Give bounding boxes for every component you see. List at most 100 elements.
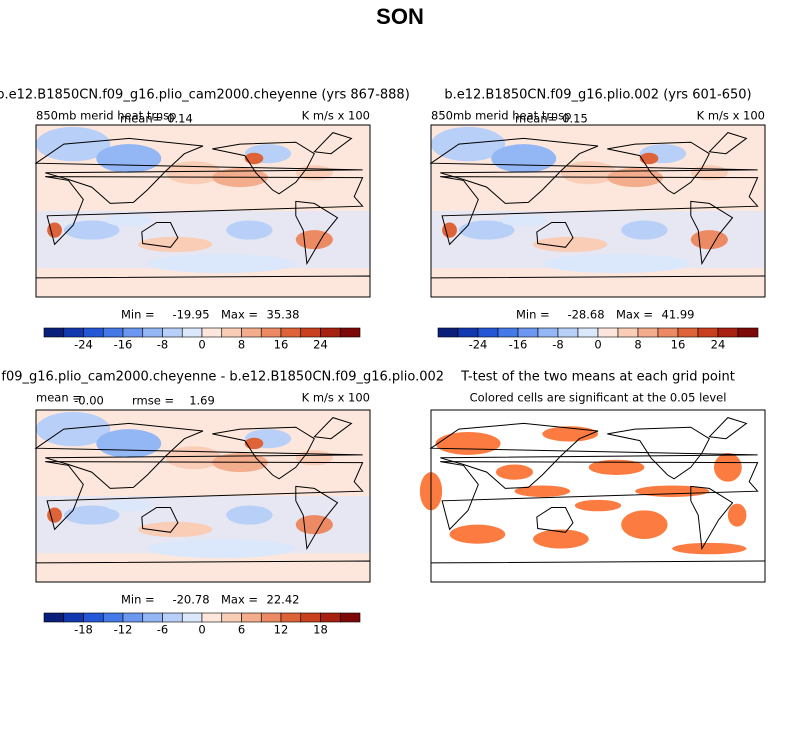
coastline bbox=[45, 461, 364, 531]
colorbar-tick-label: 8 bbox=[238, 338, 245, 352]
max-label: Max = bbox=[221, 593, 258, 607]
max-value: 22.42 bbox=[267, 593, 300, 607]
colorbar-tick-label: 0 bbox=[198, 338, 205, 352]
colorbar-tick-label: 12 bbox=[274, 623, 289, 637]
map-blob bbox=[690, 230, 728, 250]
coastline bbox=[607, 141, 710, 195]
colorbar-box bbox=[142, 612, 163, 623]
colorbar-box bbox=[43, 327, 65, 338]
colorbar-box bbox=[477, 327, 499, 338]
units: K m/s x 100 bbox=[302, 109, 370, 123]
min-label: Min = bbox=[516, 308, 550, 322]
map-blob bbox=[533, 236, 608, 253]
coastline bbox=[34, 137, 363, 204]
colorbar-box bbox=[83, 612, 104, 623]
significant-area bbox=[435, 431, 501, 455]
panel-left-text: mean = bbox=[36, 391, 82, 405]
colorbar-box bbox=[537, 327, 559, 338]
colorbar-box bbox=[102, 612, 124, 623]
colorbar-box bbox=[221, 612, 242, 623]
map-frame bbox=[35, 124, 371, 298]
coastline bbox=[295, 485, 339, 551]
map-blob bbox=[138, 521, 213, 538]
coastline bbox=[440, 461, 759, 531]
map-blob bbox=[332, 424, 352, 444]
colorbar-box bbox=[339, 612, 361, 623]
colorbar-box bbox=[339, 327, 361, 338]
coastline bbox=[429, 137, 758, 204]
colorbar-box bbox=[260, 327, 282, 338]
colorbar-tick-label: 16 bbox=[274, 338, 289, 352]
map-blob bbox=[431, 126, 506, 162]
coastline bbox=[313, 132, 353, 155]
colorbar-box bbox=[63, 612, 84, 623]
map-blob bbox=[147, 539, 296, 559]
significant-area bbox=[514, 485, 571, 497]
colorbar-box bbox=[637, 327, 659, 338]
coastline bbox=[690, 200, 734, 266]
coastline bbox=[141, 507, 179, 533]
map bbox=[419, 409, 766, 583]
coastline bbox=[690, 485, 734, 551]
colorbar-tick-label: -6 bbox=[157, 623, 168, 637]
map-blob bbox=[36, 411, 111, 447]
colorbar-tick-label: 8 bbox=[634, 338, 641, 352]
min-value: -20.78 bbox=[172, 593, 209, 607]
coastline bbox=[536, 222, 574, 248]
colorbar-box bbox=[597, 327, 619, 338]
colorbar-tick-label: 0 bbox=[594, 338, 601, 352]
map-blob bbox=[295, 450, 333, 466]
colorbar-box bbox=[657, 327, 679, 338]
map-blob bbox=[63, 220, 120, 240]
map-blob bbox=[96, 144, 162, 173]
significant-area bbox=[588, 459, 645, 475]
map-blob bbox=[295, 165, 333, 181]
colorbar-box bbox=[737, 327, 759, 338]
map-blob bbox=[295, 230, 333, 250]
map bbox=[34, 409, 371, 583]
coastline bbox=[708, 132, 748, 155]
colorbar-tick-label: -8 bbox=[157, 338, 168, 352]
map-blob bbox=[690, 165, 728, 181]
coastline bbox=[708, 417, 748, 440]
max-label: Max = bbox=[616, 308, 653, 322]
colorbar-box bbox=[162, 612, 183, 623]
map bbox=[34, 124, 371, 298]
colorbar-box bbox=[300, 612, 321, 623]
map-blob bbox=[295, 515, 333, 535]
map-blob bbox=[147, 253, 296, 274]
map-blob bbox=[244, 152, 264, 165]
colorbar-tick-label: 16 bbox=[671, 338, 686, 352]
stat-label: rmse = bbox=[132, 394, 174, 408]
colorbar-tick-label: 6 bbox=[238, 623, 245, 637]
map-blob bbox=[165, 161, 222, 185]
map-blob bbox=[63, 505, 120, 525]
map-blob bbox=[621, 220, 668, 240]
colorbar-tick-label: -24 bbox=[469, 338, 488, 352]
significant-area bbox=[449, 524, 506, 544]
coastline bbox=[429, 422, 758, 489]
panel-title: b.e12.B1850CN.f09_g16.plio_cam2000.cheye… bbox=[0, 88, 410, 103]
colorbar-tick-label: -8 bbox=[552, 338, 563, 352]
panel-left-text: 850mb merid heat trnsp bbox=[431, 109, 571, 123]
units: K m/s x 100 bbox=[697, 109, 765, 123]
significant-area bbox=[672, 542, 747, 555]
min-label: Min = bbox=[121, 593, 155, 607]
significant-area bbox=[621, 510, 668, 539]
significant-area bbox=[495, 464, 534, 480]
map-blob bbox=[244, 437, 264, 450]
colorbar-box bbox=[717, 327, 739, 338]
min-label: Min = bbox=[121, 308, 155, 322]
significant-area bbox=[727, 503, 747, 527]
coastline bbox=[212, 141, 315, 195]
colorbar-box bbox=[697, 327, 719, 338]
map-blob bbox=[500, 214, 547, 227]
colorbar-tick-label: -24 bbox=[74, 338, 93, 352]
colorbar-box bbox=[437, 327, 459, 338]
colorbar-box bbox=[122, 612, 144, 623]
significant-area bbox=[713, 453, 742, 482]
coastline bbox=[45, 176, 364, 246]
colorbar-tick-label: 24 bbox=[711, 338, 726, 352]
map-blob bbox=[165, 446, 222, 470]
